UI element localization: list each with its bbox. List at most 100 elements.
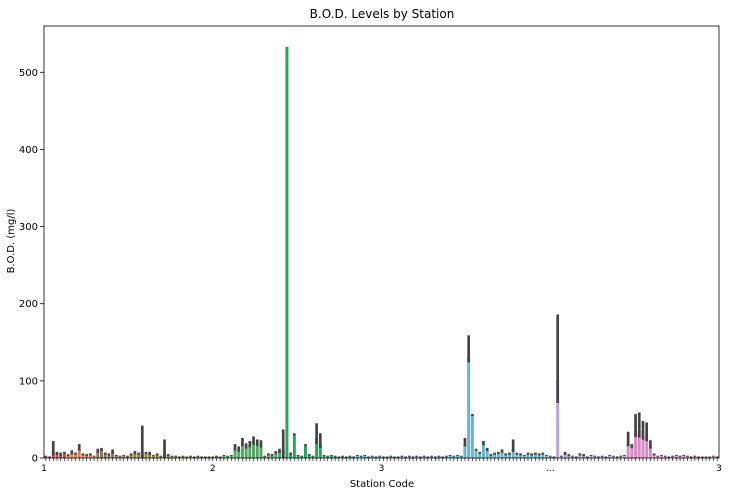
bar [300,456,304,458]
bar [133,453,137,458]
bar [233,448,237,458]
bar [437,456,441,458]
bar [500,451,504,458]
bar [634,431,638,458]
bar [181,456,185,458]
bar [237,450,241,458]
bar [711,456,715,458]
bar [530,454,534,458]
bar [593,456,597,458]
bar [563,454,567,458]
bar [663,456,667,458]
bar [648,446,652,458]
x-axis: 1 2 3 … 3 [41,458,722,474]
bar [589,455,593,458]
y-tick-label: 0 [32,454,38,465]
bar [682,455,686,458]
bar [474,450,478,458]
bar [541,454,545,458]
bar [622,455,626,458]
bar [255,444,259,458]
bar [567,455,571,458]
bar [118,456,122,458]
x-tick-label: 3 [716,464,722,474]
bar [493,454,497,458]
bar [533,454,537,458]
bar [485,450,489,458]
bar [511,448,515,458]
bar [348,456,352,458]
bar [422,456,426,458]
bar [459,456,463,458]
bar [522,455,526,458]
bar [55,454,59,458]
bar [88,454,92,458]
bar [289,454,293,458]
bar [463,444,467,458]
bar [645,436,649,458]
chart-title: B.O.D. Levels by Station [310,7,455,21]
bar [266,454,270,458]
bar [259,445,263,458]
bar [144,453,148,458]
bar [270,455,274,458]
x-tick-label: 3 [379,464,385,474]
bar [400,456,404,458]
bar [74,454,78,458]
bar [311,456,315,458]
bar [674,455,678,458]
bar [378,456,382,458]
bar [693,456,697,458]
bar [444,456,448,458]
bar [660,455,663,458]
bar [318,444,322,458]
bar [129,454,133,458]
bar [125,456,129,458]
bar [526,454,530,458]
x-tick-label: 2 [210,464,216,474]
bar [92,456,96,458]
bar [456,455,460,458]
bar [545,455,549,458]
bar [278,451,281,458]
bar [452,456,456,458]
bar [448,455,452,458]
bar [671,456,675,458]
bar [85,455,89,458]
bar [548,456,552,458]
bar [114,455,118,458]
bars-group [44,46,719,458]
bar [322,455,326,458]
bar [496,453,500,458]
bar [630,447,634,458]
x-tick-label: 1 [41,464,47,474]
bar [582,455,586,458]
bar [537,454,541,458]
bar [111,452,115,458]
y-axis: 0 100 200 300 400 500 [19,68,44,465]
bar [189,456,192,458]
bar [44,456,48,458]
bar [467,355,471,458]
bar [307,455,311,458]
bar [507,454,511,458]
bar [174,456,178,458]
bar [274,453,278,458]
bar [578,454,582,458]
bar [252,442,256,458]
bar [59,454,63,458]
bar [248,445,252,458]
y-tick-label: 500 [19,68,38,79]
bar [637,431,641,458]
bar [329,455,333,458]
bar [685,456,689,458]
bar [355,455,359,458]
bar [611,456,615,458]
bar [226,456,230,458]
bar [370,456,374,458]
bar [66,455,70,458]
bar [303,445,307,458]
bar [556,380,560,458]
